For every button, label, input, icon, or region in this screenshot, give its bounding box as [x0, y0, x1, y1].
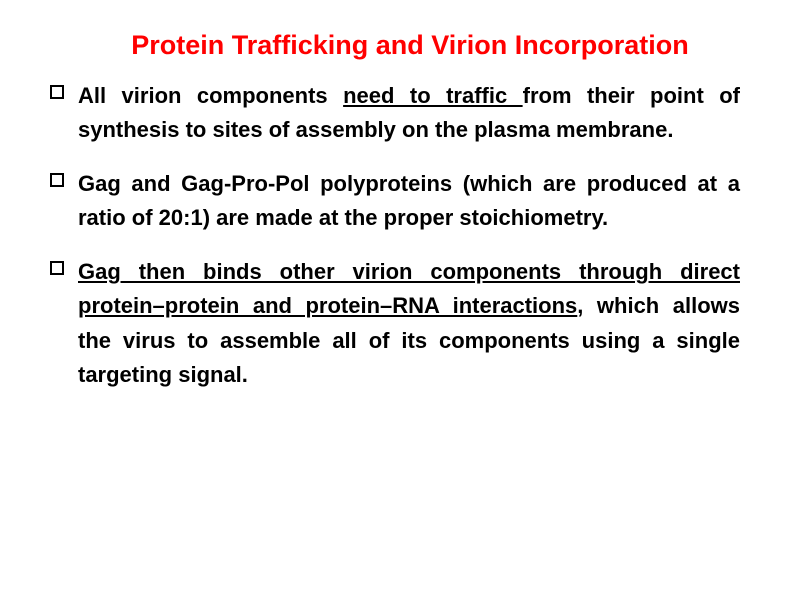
hollow-square-icon: [50, 173, 64, 187]
bullet-text: All virion components need to traffic fr…: [78, 79, 740, 147]
bullet-text: Gag and Gag-Pro-Pol polyproteins (which …: [78, 167, 740, 235]
hollow-square-icon: [50, 85, 64, 99]
bullet-list: All virion components need to traffic fr…: [50, 79, 740, 392]
bullet-item: Gag and Gag-Pro-Pol polyproteins (which …: [50, 167, 740, 235]
bullet-item: All virion components need to traffic fr…: [50, 79, 740, 147]
text-pre: All virion components: [78, 83, 343, 108]
bullet-text: Gag then binds other virion components t…: [78, 255, 740, 391]
hollow-square-icon: [50, 261, 64, 275]
bullet-item: Gag then binds other virion components t…: [50, 255, 740, 391]
text-pre: Gag and Gag-Pro-Pol polyproteins (which …: [78, 171, 740, 230]
slide-title: Protein Trafficking and Virion Incorpora…: [50, 30, 740, 61]
text-underlined: need to traffic: [343, 83, 523, 108]
